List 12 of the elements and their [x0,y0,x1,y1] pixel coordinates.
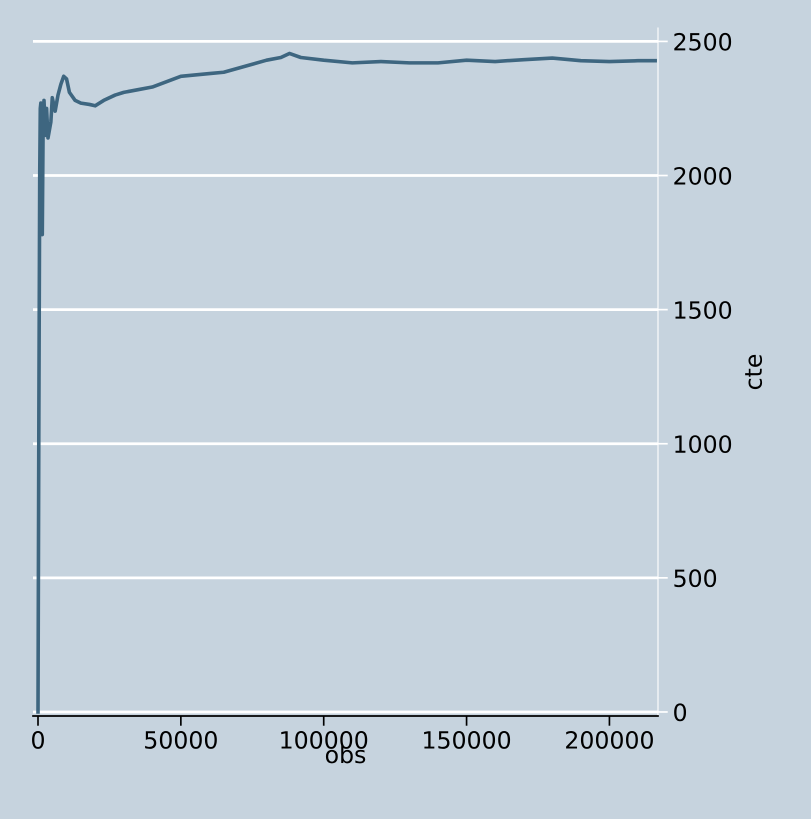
y-tick-label: 1000 [675,435,732,454]
y-tick-label: 1500 [675,301,732,319]
y-tick-label: 500 [674,569,716,588]
x-tick-label: 200000 [566,731,653,749]
x-tick-label: 0 [32,731,44,749]
y-tick-label: 2000 [674,166,732,185]
line-series [36,52,657,714]
y-tick-label: 2500 [674,32,732,51]
y-axis-title: cte [745,354,762,390]
x-tick-label: 150000 [424,731,510,749]
y-tick-label: 0 [674,703,686,722]
x-tick-label: 50000 [145,731,217,749]
